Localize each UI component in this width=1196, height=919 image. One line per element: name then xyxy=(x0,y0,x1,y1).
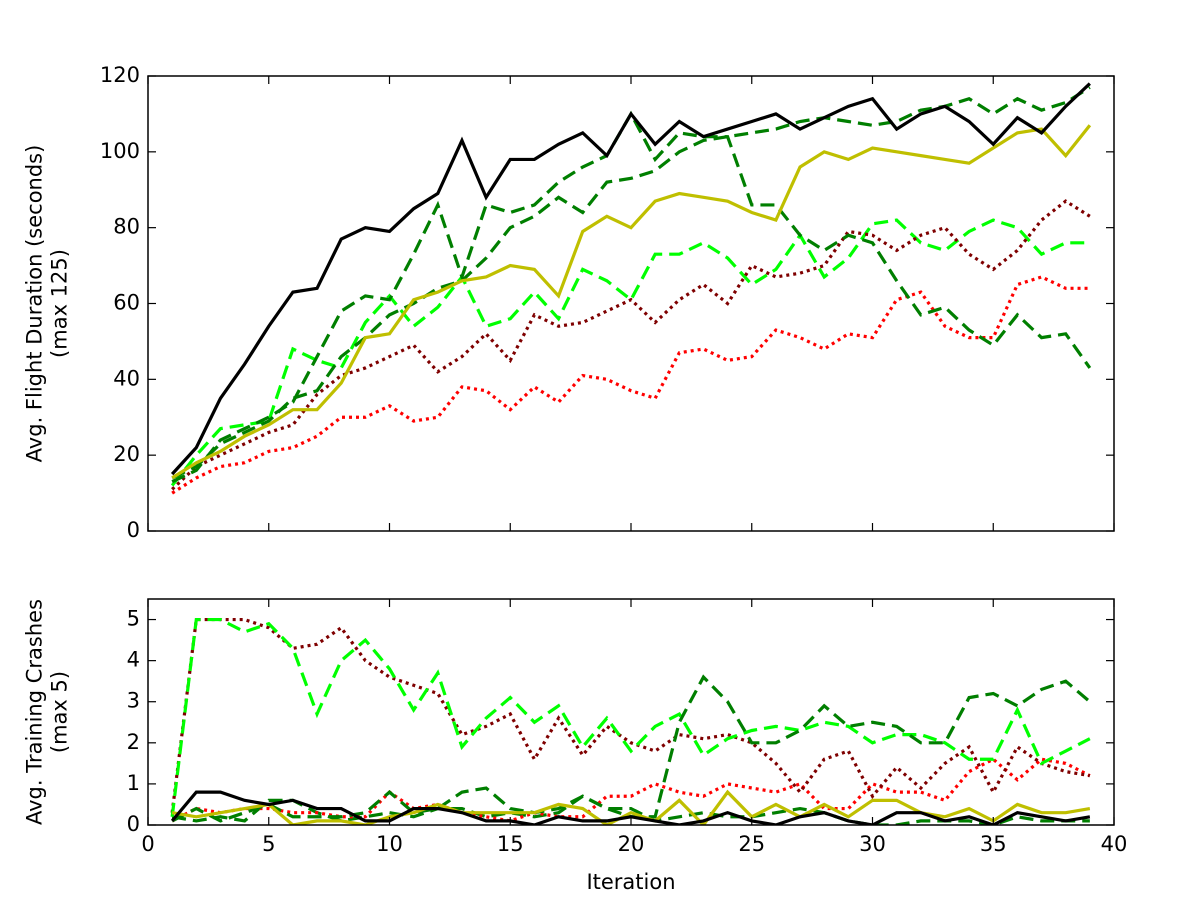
y-tick-label: 20 xyxy=(113,442,140,466)
x-tick-label: 10 xyxy=(376,832,403,856)
y-tick-label: 100 xyxy=(100,139,140,163)
series-line xyxy=(170,617,1091,817)
series-line xyxy=(170,218,1090,487)
x-axis-label: Iteration xyxy=(586,870,675,894)
series-line xyxy=(171,110,1092,484)
y-tick-label: 1 xyxy=(127,771,140,795)
series-line xyxy=(170,617,1091,813)
x-tick-label: 35 xyxy=(980,832,1007,856)
y-axis-label: Avg. Training Crashes xyxy=(23,599,47,825)
y-axis-label: (max 5) xyxy=(48,671,72,753)
x-tick-label: 20 xyxy=(618,832,645,856)
series-line xyxy=(170,790,1091,825)
y-tick-label: 0 xyxy=(127,518,140,542)
series-line xyxy=(171,789,1091,825)
y-tick-label: 5 xyxy=(127,607,140,631)
x-tick-label: 5 xyxy=(262,832,275,856)
x-tick-label: 15 xyxy=(497,832,524,856)
x-tick-label: 0 xyxy=(141,832,154,856)
series-line xyxy=(170,82,1091,476)
y-tick-label: 4 xyxy=(127,648,140,672)
axes-frame xyxy=(147,598,1115,826)
series-line xyxy=(171,199,1091,491)
y-axis-label: Avg. Flight Duration (seconds) xyxy=(23,145,47,463)
y-tick-label: 60 xyxy=(113,291,140,315)
y-tick-label: 0 xyxy=(127,812,140,836)
y-tick-label: 120 xyxy=(100,63,140,87)
y-tick-label: 3 xyxy=(127,689,140,713)
series-line xyxy=(171,86,1091,480)
x-tick-label: 30 xyxy=(859,832,886,856)
series-line xyxy=(171,794,1090,825)
series-line xyxy=(171,275,1090,495)
x-tick-label: 25 xyxy=(738,832,765,856)
y-tick-label: 2 xyxy=(127,730,140,754)
axes-frame xyxy=(147,75,1115,532)
series-line xyxy=(171,124,1092,480)
y-tick-label: 80 xyxy=(113,215,140,239)
series-line xyxy=(171,757,1091,823)
y-tick-label: 40 xyxy=(113,366,140,390)
y-axis-label: (max 125) xyxy=(48,249,72,358)
x-tick-label: 40 xyxy=(1101,832,1128,856)
